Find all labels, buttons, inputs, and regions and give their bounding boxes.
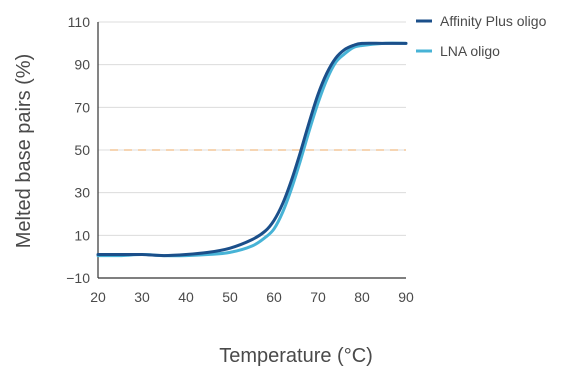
y-tick-label: 50 (74, 142, 90, 158)
legend-label: LNA oligo (440, 43, 500, 59)
grid (98, 21, 406, 236)
y-tick-label: 110 (68, 14, 91, 30)
x-tick-label: 20 (90, 289, 106, 305)
series-line-affinity-plus (96, 41, 408, 258)
x-tick-label: 80 (354, 289, 370, 305)
axes: −10 10 30 50 70 90 110 20 30 40 50 60 70 80 90 (66, 14, 414, 305)
x-tick-label: 30 (134, 289, 150, 305)
y-axis-title: Melted base pairs (%) (13, 54, 35, 249)
legend: Affinity Plus oligo LNA oligo (416, 13, 547, 59)
y-tick-label: 30 (74, 185, 90, 201)
x-tick-label: 40 (178, 289, 194, 305)
x-tick-label: 90 (398, 289, 414, 305)
x-tick-label: 50 (222, 289, 238, 305)
y-tick-label: −10 (66, 270, 90, 286)
x-tick-label: 60 (266, 289, 282, 305)
x-tick-label: 70 (310, 289, 326, 305)
y-tick-label: 90 (74, 57, 90, 73)
x-axis-title: Temperature (°C) (219, 345, 373, 367)
legend-label: Affinity Plus oligo (440, 13, 547, 29)
y-tick-label: 70 (74, 99, 90, 115)
y-tick-label: 10 (74, 227, 90, 243)
series-group (96, 41, 408, 258)
